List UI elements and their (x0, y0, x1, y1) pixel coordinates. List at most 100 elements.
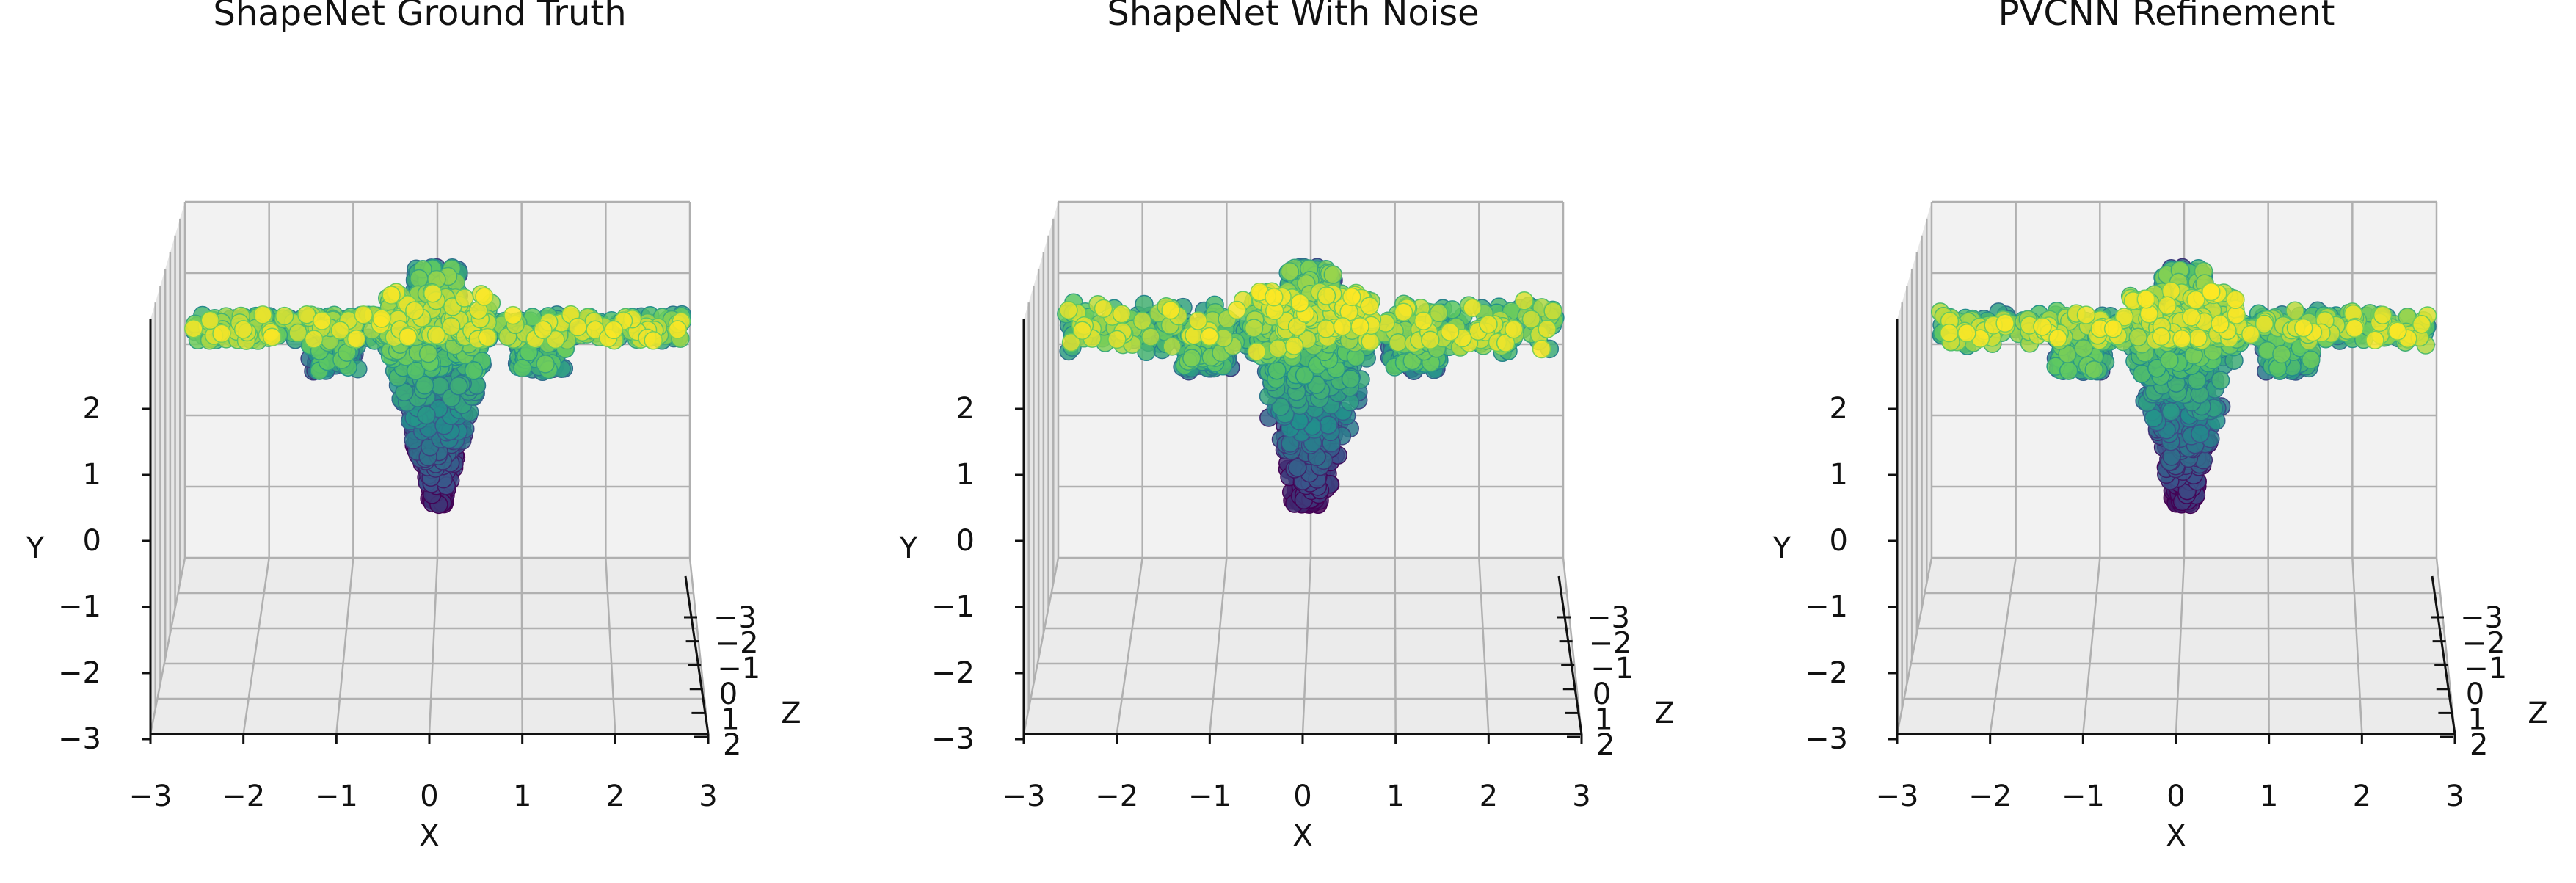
x-tick-label: −1 (315, 780, 358, 813)
x-tick-label: 0 (2166, 780, 2185, 813)
point-marker (1333, 317, 1352, 336)
grid-line-floor-x (1301, 557, 1312, 735)
point-marker (1061, 333, 1081, 352)
x-tick-label: −2 (1095, 780, 1138, 813)
point-marker (644, 331, 663, 350)
z-tick-label: 0 (2466, 677, 2484, 711)
point-marker (449, 377, 468, 396)
point-marker (1440, 322, 1460, 341)
point-marker (2182, 308, 2201, 327)
grid-line-floor-x (1116, 557, 1143, 735)
y-tick-label: −2 (1805, 656, 1848, 690)
chart-title: PVCNN Refinement (1998, 0, 2335, 34)
point-marker (2226, 290, 2245, 310)
point-marker (2161, 402, 2181, 421)
y-tick-label: 0 (1830, 524, 1848, 558)
point-marker (1268, 339, 1288, 358)
grid-line-floor-x (1394, 557, 1397, 735)
x-tick-label: 1 (513, 780, 531, 813)
point-marker (2074, 338, 2093, 358)
z-tick-label: −2 (716, 627, 759, 661)
point-marker (2345, 319, 2365, 338)
point-marker (1521, 310, 1541, 329)
point-marker (1188, 311, 1208, 330)
grid-line-floor-x (242, 557, 270, 735)
point-marker (382, 286, 401, 305)
point-marker (2186, 290, 2205, 310)
point-marker (1543, 302, 1562, 321)
chart-title: ShapeNet With Noise (1107, 0, 1479, 34)
grid-line-floor-x (2351, 557, 2363, 735)
point-marker (534, 320, 553, 339)
point-marker (274, 306, 294, 326)
point-marker (1141, 327, 1160, 346)
point-marker (406, 361, 426, 380)
point-marker (604, 320, 623, 340)
point-marker (1295, 366, 1314, 385)
z-tick-label: 0 (1593, 677, 1611, 711)
point-marker (2152, 327, 2171, 346)
point-marker (1350, 317, 1369, 336)
point-marker (262, 327, 282, 346)
point-marker (2103, 319, 2123, 338)
point-marker (1323, 265, 1343, 284)
point-marker (417, 405, 436, 425)
point-marker (212, 324, 231, 344)
point-marker (304, 330, 324, 349)
point-marker (475, 287, 494, 306)
y-tick-label: −3 (931, 722, 975, 756)
point-marker (1059, 300, 1078, 320)
point-marker (1957, 324, 1976, 343)
point-marker (1200, 327, 1219, 346)
x-tick-label: 0 (1293, 780, 1311, 813)
point-marker (233, 320, 253, 339)
y-tick-label: 2 (1830, 392, 1848, 426)
point-marker (1265, 287, 1284, 307)
y-tick-label: −1 (1805, 590, 1848, 624)
point-marker (1290, 293, 1310, 313)
point-marker (426, 325, 446, 345)
y-tick-label: −2 (58, 656, 101, 690)
point-marker (288, 323, 308, 343)
floor-pane (150, 558, 708, 734)
z-tick-label: 1 (721, 702, 739, 736)
point-marker (1995, 313, 2015, 333)
z-axis-label: Z (1654, 697, 1674, 730)
z-axis-line (2431, 575, 2456, 735)
z-tick-label: 2 (2470, 728, 2488, 762)
point-marker (423, 283, 443, 303)
point-marker (1504, 319, 1524, 339)
point-marker (1271, 397, 1290, 416)
point-marker (1319, 415, 1338, 435)
point-marker (1360, 297, 1379, 316)
x-tick-label: 1 (2260, 780, 2278, 813)
z-tick-label: −3 (1587, 601, 1630, 635)
point-marker (418, 344, 438, 363)
point-marker (1532, 339, 1551, 359)
z-axis-line (684, 575, 710, 735)
point-marker (1394, 302, 1413, 321)
z-axis-label: Z (2528, 697, 2547, 730)
point-marker (346, 330, 366, 349)
z-tick-label: −2 (1589, 627, 1632, 661)
grid-line-floor-x (1478, 557, 1490, 735)
point-marker (1267, 360, 1287, 380)
point-marker (1107, 330, 1127, 349)
point-marker (1496, 333, 1516, 353)
x-tick-label: −2 (1968, 780, 2012, 813)
point-marker (1161, 300, 1180, 320)
point-marker (2158, 296, 2177, 315)
point-marker (2293, 318, 2313, 338)
point-marker (1163, 337, 1182, 356)
y-axis-label: Y (1772, 531, 1791, 565)
y-tick-label: 1 (1830, 458, 1848, 492)
z-tick-label: −1 (2464, 652, 2507, 686)
z-axis-label: Z (781, 697, 801, 730)
x-axis-label: X (419, 819, 439, 853)
point-marker (1538, 319, 1557, 338)
y-tick-label: 0 (956, 524, 975, 558)
x-tick-label: −1 (1188, 780, 1231, 813)
floor-pane (1897, 558, 2455, 734)
